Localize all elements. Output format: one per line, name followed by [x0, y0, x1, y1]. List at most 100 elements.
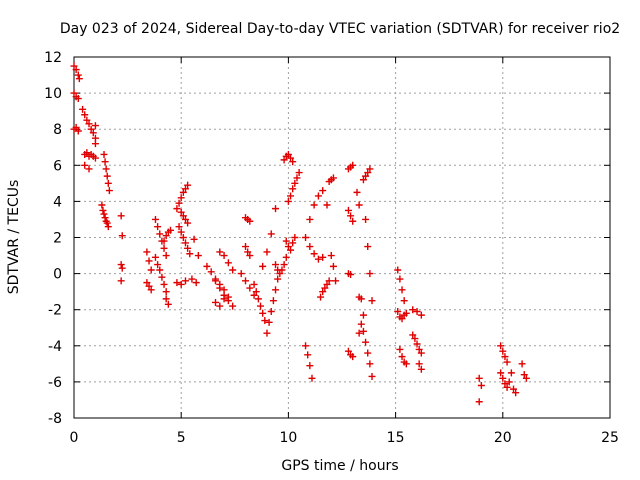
x-tick-label: 20 — [494, 430, 512, 446]
x-tick-label: 0 — [70, 430, 79, 446]
data-point — [173, 205, 181, 213]
data-point — [287, 154, 295, 162]
series-arc-31 — [250, 280, 269, 325]
series-arc-53 — [359, 327, 376, 380]
data-point — [220, 295, 228, 303]
x-tick-label: 15 — [387, 430, 405, 446]
data-point — [175, 223, 183, 231]
data-point — [156, 266, 164, 274]
data-point — [366, 360, 374, 368]
series-arc-05 — [81, 149, 99, 162]
series-arc-48 — [353, 188, 363, 209]
data-point — [118, 232, 126, 240]
data-point — [117, 212, 125, 220]
data-point — [503, 383, 511, 391]
data-point — [79, 105, 87, 113]
data-point — [103, 172, 111, 180]
series-arc-20 — [173, 277, 189, 288]
series-arc-37 — [282, 234, 299, 254]
data-point — [289, 158, 297, 166]
data-point — [329, 174, 337, 182]
data-point — [332, 277, 340, 285]
data-point — [104, 179, 112, 187]
data-point — [105, 187, 113, 195]
data-point — [177, 208, 185, 216]
data-point — [323, 280, 331, 288]
series-arc-36 — [284, 169, 303, 205]
data-point — [91, 122, 99, 130]
data-point — [74, 95, 82, 103]
data-point — [302, 234, 310, 241]
data-point — [368, 297, 376, 305]
series-arc-49 — [355, 293, 365, 303]
data-point — [162, 295, 170, 303]
data-point — [85, 165, 93, 173]
data-point — [91, 154, 99, 162]
series-arc-51 — [362, 215, 376, 305]
data-point — [317, 293, 325, 301]
data-point — [83, 149, 91, 157]
data-point — [349, 217, 357, 225]
series-arc-22 — [190, 235, 202, 260]
series-arc-29 — [242, 243, 254, 260]
data-point — [402, 360, 410, 368]
data-point — [287, 246, 295, 254]
data-point — [409, 306, 417, 314]
series-arc-03 — [70, 123, 82, 135]
series-arc-45 — [344, 206, 357, 225]
data-point — [117, 277, 125, 285]
data-point — [164, 300, 172, 308]
data-point — [74, 127, 82, 135]
data-point — [400, 311, 408, 319]
data-point — [400, 297, 408, 305]
data-point — [306, 215, 314, 223]
data-point — [181, 277, 189, 285]
chart-title: Day 023 of 2024, Sidereal Day-to-day VTE… — [60, 21, 620, 37]
series-arc-41 — [317, 277, 333, 301]
data-point — [184, 244, 192, 252]
data-point — [398, 286, 406, 294]
series-arc-12 — [143, 248, 155, 274]
data-point — [181, 185, 189, 193]
series-arc-65 — [518, 360, 530, 382]
data-point — [237, 270, 245, 278]
data-point — [147, 286, 155, 294]
data-point — [101, 214, 109, 222]
series-arc-33 — [263, 275, 282, 337]
data-point — [280, 156, 288, 164]
data-point — [154, 261, 162, 269]
data-point — [362, 172, 370, 180]
series-arc-21 — [177, 208, 192, 227]
y-tick-label: 8 — [53, 122, 62, 138]
data-point — [366, 165, 374, 173]
data-point — [319, 288, 327, 296]
data-point — [263, 248, 271, 256]
series-arc-26 — [216, 248, 237, 274]
data-point — [282, 237, 290, 245]
series-arc-15 — [151, 253, 170, 296]
data-point — [319, 253, 327, 261]
data-point — [507, 369, 515, 377]
data-point — [184, 219, 192, 227]
data-point — [477, 382, 485, 390]
data-point — [246, 252, 254, 260]
data-point — [417, 349, 425, 357]
data-point — [250, 280, 258, 288]
tick-layer: 0 5 10 15 20 25 -8 -6 -4 -2 0 2 4 6 8 10 12 — [44, 50, 619, 446]
data-point — [188, 275, 196, 283]
y-tick-label: 12 — [44, 50, 62, 66]
y-tick-label: 6 — [53, 158, 62, 174]
series-arc-50 — [359, 165, 374, 184]
series-arc-08 — [100, 150, 113, 195]
series-arc-34 — [272, 253, 290, 278]
data-point — [72, 66, 80, 74]
series-arc-04 — [79, 105, 97, 137]
data-point — [276, 270, 284, 278]
data-point — [190, 235, 198, 243]
data-point — [162, 288, 170, 296]
data-point — [327, 252, 335, 260]
data-point — [145, 282, 153, 290]
series-arc-46 — [344, 270, 355, 279]
data-point — [347, 212, 355, 220]
